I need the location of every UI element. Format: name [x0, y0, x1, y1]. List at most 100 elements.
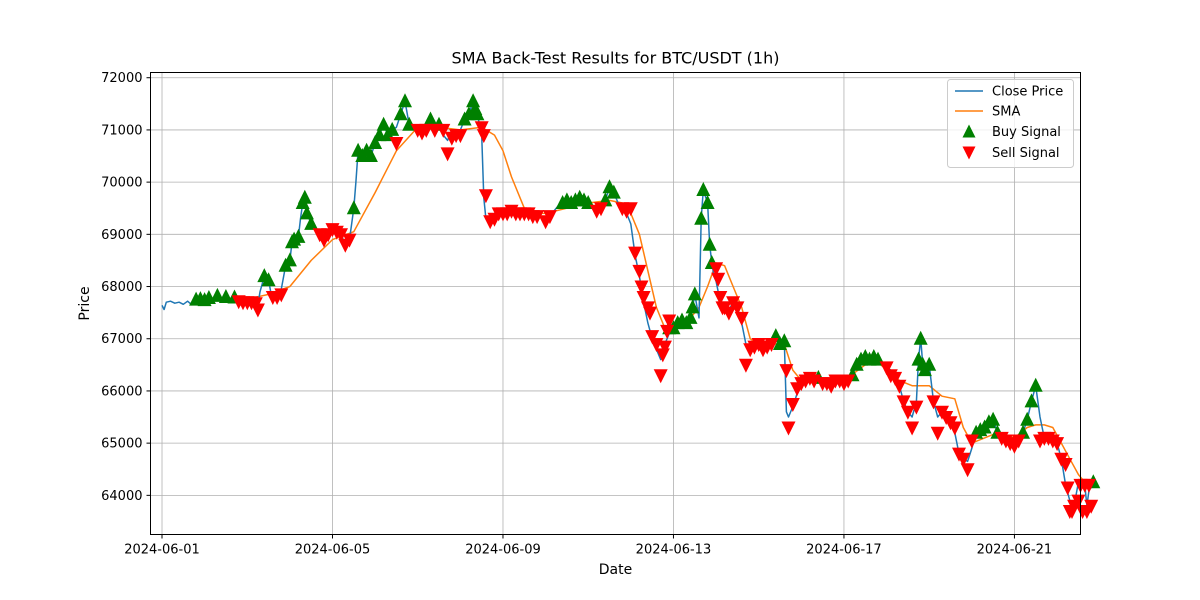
- sell-signal-marker: [785, 398, 800, 412]
- sell-signal-marker: [634, 280, 649, 295]
- legend-buy-marker: [962, 124, 976, 138]
- sell-signal-marker: [1011, 434, 1026, 449]
- sell-signal-marker: [711, 272, 726, 287]
- y-tick-label: 69000: [101, 228, 142, 243]
- buy-signal-marker: [1020, 411, 1035, 426]
- sell-signal-marker: [713, 291, 728, 305]
- x-tick-label: 2024-06-17: [806, 543, 882, 558]
- buy-signal-marker: [423, 111, 438, 126]
- sell-signal-marker: [892, 379, 907, 394]
- buy-signal-marker: [922, 356, 937, 371]
- sell-signal-marker: [960, 463, 975, 478]
- sell-signal-marker: [909, 400, 924, 415]
- buy-signal-marker: [297, 189, 312, 204]
- sell-signal-marker: [660, 324, 675, 339]
- legend-box: [947, 79, 1074, 168]
- buy-signal-marker: [261, 272, 276, 287]
- y-tick-label: 68000: [101, 280, 142, 295]
- sell-signal-marker: [896, 395, 911, 410]
- buy-signal-marker: [299, 205, 314, 220]
- buy-signal-marker: [385, 121, 400, 136]
- sell-signal-marker: [779, 364, 794, 379]
- legend-close-label: Close Price: [992, 85, 1063, 100]
- x-tick-label: 2024-06-21: [977, 543, 1053, 558]
- buy-signal-marker: [683, 309, 698, 324]
- sell-signal-marker: [905, 421, 920, 436]
- buy-signal-marker: [687, 286, 702, 301]
- sell-signal-marker: [1058, 458, 1073, 472]
- sell-signal-marker: [274, 288, 289, 303]
- sell-signal-marker: [879, 361, 894, 376]
- y-tick-label: 66000: [101, 384, 142, 399]
- legend-sell-label: Sell Signal: [992, 146, 1060, 161]
- sell-signal-marker: [709, 262, 724, 277]
- y-tick-label: 70000: [101, 176, 142, 191]
- sell-signal-marker: [1050, 437, 1065, 452]
- y-axis-ticks: 64000 65000 66000 67000 68000 69000 70000 71000…: [101, 71, 151, 504]
- buy-signal-marker: [700, 195, 715, 209]
- sell-signal-marker: [947, 421, 962, 436]
- buy-signal-marker: [470, 106, 485, 121]
- sell-signal-marker: [594, 202, 608, 217]
- x-tick-label: 2024-06-09: [465, 543, 541, 558]
- y-tick-label: 64000: [101, 489, 142, 504]
- x-axis-ticks: 2024-06-01 2024-06-05 2024-06-09 2024-06-13…: [124, 534, 1053, 558]
- sell-signal-marker: [964, 434, 979, 449]
- sell-signal-marker: [734, 311, 749, 326]
- sell-signal-marker: [645, 330, 660, 345]
- sell-signal-marker: [956, 452, 971, 467]
- buy-signal-marker: [685, 299, 700, 314]
- y-tick-label: 71000: [101, 123, 142, 138]
- sell-signal-marker: [334, 228, 348, 243]
- sell-signal-marker: [1071, 494, 1086, 509]
- x-axis-label: Date: [599, 562, 632, 578]
- sell-signal-marker: [453, 129, 468, 144]
- y-tick-label: 67000: [101, 332, 142, 347]
- buy-signal-marker: [696, 182, 711, 196]
- legend-sell-marker: [962, 146, 976, 160]
- legend: Close Price SMA Buy Signal Sell Signal: [947, 79, 1074, 168]
- y-tick-label: 65000: [101, 437, 142, 452]
- sell-signal-marker: [781, 421, 796, 436]
- sell-signal-marker: [623, 202, 638, 217]
- y-axis-label: Price: [77, 286, 93, 320]
- buy-signal-marker: [291, 228, 306, 243]
- sell-signal-marker: [888, 371, 903, 386]
- sell-signal-marker: [476, 129, 491, 144]
- x-tick-label: 2024-06-05: [295, 543, 371, 558]
- buy-signal-marker: [368, 135, 383, 149]
- buy-signal-marker: [346, 200, 361, 215]
- buy-signal-marker: [777, 333, 792, 348]
- sell-signal-marker: [389, 137, 404, 151]
- sell-signal-marker: [657, 340, 672, 355]
- sell-signal-marker: [1082, 478, 1096, 493]
- sell-signal-marker: [440, 147, 455, 162]
- sell-signal-marker: [764, 338, 779, 352]
- sell-signal-marker: [655, 348, 670, 363]
- buy-signal-marker: [398, 93, 412, 108]
- y-tick-label: 72000: [101, 71, 142, 86]
- sell-signal-marker: [632, 264, 647, 279]
- buy-signal-marker: [606, 184, 621, 199]
- sell-signal-marker: [841, 374, 856, 389]
- plot-frame: [150, 72, 1081, 535]
- sell-signal-marker: [628, 246, 643, 261]
- buy-signal-marker: [1024, 393, 1039, 408]
- sell-signal-marker: [730, 301, 745, 316]
- buy-signal-marker: [376, 116, 391, 131]
- x-tick-label: 2024-06-01: [124, 543, 200, 558]
- sell-signal-marker: [436, 123, 451, 138]
- buy-signal-marker: [913, 330, 928, 345]
- buy-signal-marker: [702, 236, 717, 251]
- sell-signal-marker: [738, 358, 753, 373]
- legend-buy-label: Buy Signal: [992, 125, 1061, 140]
- legend-sma-label: SMA: [992, 105, 1020, 120]
- sell-signal-marker: [530, 210, 545, 225]
- buy-signal-marker: [218, 289, 233, 303]
- buy-signal-marker: [986, 411, 1001, 426]
- sell-signal-marker: [636, 291, 651, 305]
- sell-signal-marker: [653, 369, 668, 384]
- chart-title: SMA Back-Test Results for BTC/USDT (1h): [452, 49, 780, 68]
- sell-signal-marker: [1060, 481, 1075, 496]
